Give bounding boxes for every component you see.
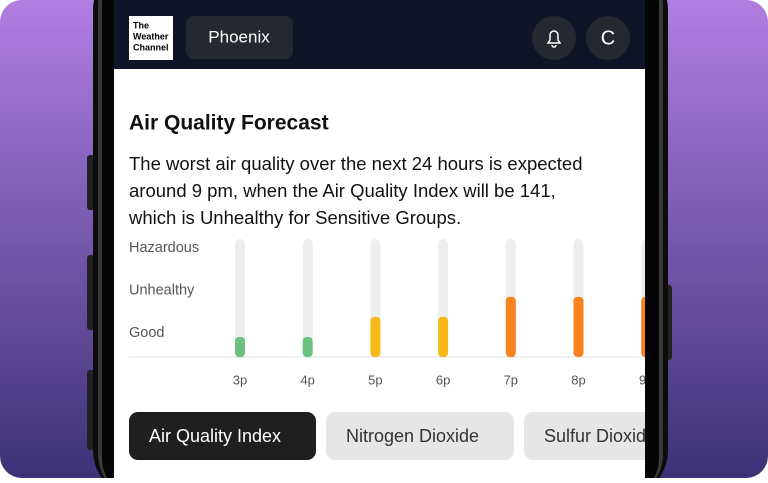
description: around 9 pm, when the Air Quality Index … bbox=[129, 180, 556, 201]
logo[interactable] bbox=[129, 16, 173, 60]
tab[interactable] bbox=[326, 412, 514, 460]
bar bbox=[438, 316, 449, 357]
tab-label: Air Quality Index bbox=[149, 426, 281, 446]
description: The worst air quality over the next 24 h… bbox=[129, 153, 583, 174]
description: which is Unhealthy for Sensitive Groups. bbox=[128, 207, 461, 228]
screen: The Weather Channel Phoenix C Air Qualit… bbox=[114, 0, 724, 478]
bar bbox=[505, 296, 516, 357]
hour-label: 7p bbox=[504, 372, 518, 387]
account-button[interactable] bbox=[586, 16, 630, 60]
bell-icon bbox=[546, 30, 562, 48]
level-label: Hazardous bbox=[129, 240, 199, 256]
logo-text: Channel bbox=[133, 42, 169, 52]
hour-label: 8p bbox=[571, 372, 585, 387]
bar bbox=[641, 296, 645, 357]
bar-track bbox=[235, 239, 245, 357]
logo-text: The bbox=[133, 20, 149, 30]
logo-text: Weather bbox=[133, 31, 169, 41]
screen-bg bbox=[114, 0, 645, 478]
tab-label: Nitrogen Dioxide bbox=[346, 426, 479, 446]
bar bbox=[302, 336, 313, 357]
bar bbox=[573, 296, 584, 357]
hour-label: 6p bbox=[436, 372, 450, 387]
notifications-button[interactable] bbox=[532, 16, 576, 60]
tab[interactable] bbox=[524, 412, 724, 460]
level-label: Unhealthy bbox=[129, 283, 195, 299]
hour-label: 3p bbox=[233, 372, 247, 387]
hour-label: 4p bbox=[300, 372, 314, 387]
hour-label: 9p bbox=[639, 372, 653, 387]
section-title: Air Quality Forecast bbox=[129, 112, 329, 135]
location: Phoenix bbox=[208, 27, 270, 46]
location-button[interactable] bbox=[186, 16, 293, 59]
bar bbox=[235, 336, 245, 357]
tab[interactable] bbox=[129, 412, 316, 460]
bar-track bbox=[302, 239, 313, 357]
tab-label: Sulfur Dioxide bbox=[544, 426, 656, 446]
avatar: C bbox=[601, 27, 615, 49]
bar bbox=[370, 316, 381, 357]
hour-label: 5p bbox=[368, 372, 382, 387]
level-label: Good bbox=[129, 325, 164, 341]
